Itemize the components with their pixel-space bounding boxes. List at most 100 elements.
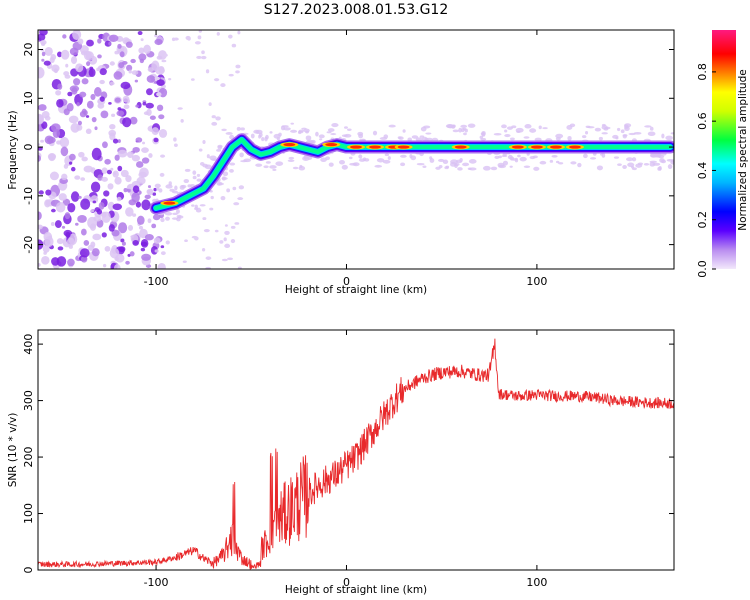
noise-speckle bbox=[109, 132, 116, 141]
ridge-haze bbox=[216, 149, 222, 152]
noise-speckle bbox=[81, 156, 88, 162]
ridge-haze bbox=[585, 131, 589, 135]
noise-speckle bbox=[201, 248, 206, 252]
ridge-haze bbox=[221, 176, 226, 181]
ridge-haze bbox=[524, 124, 532, 129]
ridge-haze bbox=[647, 131, 656, 137]
noise-speckle bbox=[114, 176, 122, 185]
noise-speckle bbox=[156, 104, 164, 112]
ridge-haze bbox=[567, 135, 572, 141]
ridge-haze bbox=[583, 153, 588, 159]
noise-speckle bbox=[140, 239, 149, 248]
noise-speckle bbox=[59, 137, 70, 148]
ridge-haze bbox=[181, 184, 187, 189]
noise-speckle bbox=[85, 115, 90, 118]
noise-speckle bbox=[201, 50, 205, 55]
noise-speckle bbox=[38, 33, 46, 42]
ridge-haze bbox=[460, 124, 468, 129]
ridge-haze bbox=[382, 159, 391, 164]
snr-ytick-label: 400 bbox=[22, 334, 35, 355]
noise-speckle bbox=[154, 249, 159, 253]
colorbar-tick-label: 0.6 bbox=[696, 112, 709, 130]
noise-speckle bbox=[38, 211, 42, 221]
noise-speckle bbox=[194, 41, 201, 45]
hot-spot-core bbox=[325, 143, 338, 147]
ridge-haze bbox=[670, 132, 674, 135]
noise-speckle bbox=[119, 51, 125, 58]
noise-speckle bbox=[131, 192, 140, 203]
ridge-haze bbox=[626, 157, 634, 162]
noise-speckle bbox=[101, 232, 107, 238]
noise-speckle bbox=[141, 147, 149, 154]
noise-speckle bbox=[99, 96, 105, 102]
noise-speckle bbox=[142, 101, 147, 106]
ridge-haze bbox=[292, 166, 299, 170]
noise-speckle bbox=[90, 181, 101, 193]
noise-speckle bbox=[89, 66, 94, 70]
ridge-haze bbox=[158, 188, 163, 193]
spectrogram-ytick-label: 0 bbox=[22, 144, 35, 151]
noise-speckle bbox=[76, 102, 80, 107]
ridge-haze bbox=[327, 128, 335, 132]
noise-speckle bbox=[78, 151, 85, 158]
ridge-haze bbox=[172, 212, 178, 216]
noise-speckle bbox=[184, 239, 188, 243]
noise-speckle bbox=[153, 187, 157, 192]
ridge-haze bbox=[400, 162, 406, 167]
snr-panel: -100 0 100 0 100 200 300 400 Height of straight… bbox=[7, 329, 675, 596]
hot-spot-core bbox=[568, 145, 581, 149]
noise-speckle bbox=[108, 102, 112, 105]
noise-speckle bbox=[233, 202, 240, 206]
noise-speckle bbox=[66, 103, 74, 112]
noise-speckle bbox=[201, 55, 207, 60]
noise-speckle bbox=[214, 229, 219, 233]
ridge-haze bbox=[445, 124, 454, 129]
noise-speckle bbox=[230, 239, 236, 244]
noise-speckle bbox=[221, 128, 227, 132]
noise-speckle bbox=[120, 169, 129, 178]
ridge-haze bbox=[468, 159, 477, 164]
noise-speckle bbox=[198, 30, 202, 33]
ridge-haze bbox=[202, 163, 209, 168]
snr-series-line bbox=[38, 338, 674, 570]
noise-speckle bbox=[65, 63, 69, 68]
noise-speckle bbox=[211, 121, 218, 126]
spectrogram-xtick-label: 100 bbox=[526, 275, 547, 288]
noise-speckle bbox=[91, 116, 97, 123]
noise-speckle bbox=[135, 161, 144, 168]
noise-speckle bbox=[146, 75, 156, 83]
noise-speckle bbox=[173, 143, 178, 147]
noise-speckle bbox=[154, 183, 161, 188]
ridge-haze bbox=[225, 132, 233, 135]
ridge-haze bbox=[410, 155, 417, 161]
noise-speckle bbox=[98, 202, 105, 210]
ridge-haze bbox=[422, 165, 427, 168]
ridge-haze bbox=[318, 134, 325, 139]
noise-speckle bbox=[160, 154, 166, 158]
ridge-haze bbox=[374, 164, 383, 168]
noise-speckle bbox=[122, 117, 132, 128]
noise-speckle bbox=[141, 199, 151, 211]
noise-speckle bbox=[164, 53, 168, 57]
noise-speckle bbox=[213, 78, 220, 82]
noise-speckle bbox=[117, 139, 121, 144]
ridge-haze bbox=[529, 156, 536, 160]
noise-speckle bbox=[232, 186, 237, 191]
ridge-haze bbox=[622, 134, 628, 137]
noise-speckle bbox=[142, 141, 146, 145]
noise-speckle bbox=[40, 139, 44, 143]
ridge-haze bbox=[217, 145, 223, 150]
noise-speckle bbox=[126, 188, 131, 193]
ridge-haze bbox=[624, 123, 632, 128]
ridge-haze bbox=[468, 167, 477, 171]
noise-speckle bbox=[184, 168, 191, 172]
noise-speckle bbox=[153, 137, 159, 143]
snr-frame bbox=[37, 329, 675, 571]
ridge-haze bbox=[462, 127, 467, 131]
ridge-haze bbox=[191, 204, 195, 207]
noise-speckle bbox=[235, 64, 241, 69]
noise-speckle bbox=[147, 185, 152, 189]
noise-speckle bbox=[168, 77, 172, 81]
noise-speckle bbox=[131, 70, 139, 75]
noise-speckle bbox=[187, 36, 191, 41]
